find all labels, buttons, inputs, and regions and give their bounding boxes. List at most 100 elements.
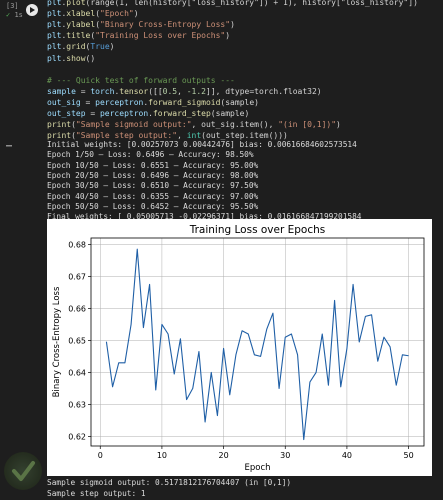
- code-token: =: [80, 97, 96, 107]
- y-tick-label: 0.64: [68, 368, 86, 377]
- code-token: True: [90, 42, 110, 52]
- code-token: forward_sigmoid: [148, 97, 221, 107]
- y-tick-label: 0.62: [68, 432, 86, 441]
- output-line: Epoch 20/50 — Loss: 0.6496 — Accuracy: 9…: [47, 170, 259, 180]
- code-line: out_step = perceptron.forward_step(sampl…: [47, 108, 249, 119]
- code-token: show: [66, 53, 86, 63]
- code-token: sample: [47, 86, 76, 96]
- code-token: ): [225, 31, 231, 41]
- code-token: print: [47, 120, 72, 130]
- code-token: ): [109, 42, 115, 52]
- y-tick-label: 0.67: [68, 272, 86, 281]
- x-tick-label: 40: [342, 451, 352, 460]
- code-token: ,: [177, 86, 187, 96]
- output-line: Final weights: [ 0.05005713 -0.02296371]…: [47, 212, 362, 222]
- code-token: out_step: [47, 109, 86, 118]
- output-line: Epoch 40/50 — Loss: 0.6355 — Accuracy: 9…: [47, 191, 259, 201]
- code-token: (: [95, 9, 101, 19]
- code-token: =: [85, 109, 100, 118]
- watermark-logo: [4, 452, 42, 490]
- code-token: (: [85, 42, 91, 52]
- code-token: "Sample step output:": [75, 131, 178, 141]
- code-line: print("Sample step output:", int(out_ste…: [47, 130, 288, 141]
- code-token: (: [71, 120, 76, 130]
- code-token: (sample): [220, 97, 259, 107]
- code-token: print: [47, 131, 72, 141]
- code-token: -1.2: [186, 86, 206, 96]
- code-token: (: [95, 20, 101, 30]
- code-token: torch: [90, 86, 115, 96]
- code-line: plt.grid(True): [47, 41, 114, 52]
- chart-title: Training Loss over Epochs: [189, 224, 326, 236]
- run-cell-button[interactable]: [26, 4, 38, 16]
- code-token: (: [90, 31, 96, 41]
- code-token: (): [85, 53, 96, 63]
- output-line: Epoch 30/50 — Loss: 0.6510 — Accuracy: 9…: [47, 181, 259, 191]
- code-token: "Epoch": [100, 9, 134, 19]
- code-token: xlabel: [66, 9, 96, 19]
- y-tick-label: 0.65: [68, 336, 86, 345]
- x-tick-label: 0: [98, 451, 103, 460]
- code-token: tensor: [119, 86, 149, 96]
- cell-number-label: [3]: [6, 2, 19, 10]
- code-token: ([[: [148, 86, 163, 96]
- code-token: .: [143, 97, 149, 107]
- code-line: plt.plot(range(1, len(history["loss_hist…: [47, 0, 418, 8]
- code-token: plt: [47, 42, 62, 52]
- loss-plot: 0 10 20 30 40 50 0.62 0.63 0.64 0.65 0.66 0.67 0.68 T…: [47, 219, 432, 476]
- cell-execution-count: [3] ✓ 1s: [6, 2, 23, 20]
- code-line: print("Sample sigmoid output:", out_sig.…: [47, 119, 341, 130]
- y-tick-label: 0.66: [68, 304, 86, 313]
- code-token: "Training Loss over Epochs": [95, 31, 226, 41]
- plot-frame: [90, 237, 425, 447]
- code-token: ylabel: [66, 20, 96, 30]
- code-token: .: [148, 109, 153, 118]
- check-icon: ✓: [6, 11, 11, 19]
- code-editor[interactable]: plt.plot(range(1, len(history["loss_hist…: [47, 0, 443, 141]
- code-token: perceptron: [99, 109, 149, 118]
- checkmark-logo-icon: [12, 461, 35, 481]
- code-token: (range(1, len(history["loss_history"]) +…: [85, 0, 418, 7]
- code-token: .: [114, 86, 120, 96]
- code-token: ,: [177, 131, 187, 141]
- code-token: plt: [47, 31, 62, 41]
- code-token: plt: [47, 53, 62, 63]
- output-line: Epoch 1/50 — Loss: 0.6496 — Accuracy: 98…: [47, 150, 254, 160]
- code-token: .: [61, 31, 67, 41]
- code-line: sample = torch.tensor([[0.5, -1.2]], dty…: [47, 86, 322, 97]
- output-line: Sample sigmoid output: 0.517181217670440…: [47, 478, 292, 487]
- loss-chart-svg: 0 10 20 30 40 50 0.62 0.63 0.64 0.65 0.66 0.67 0.68 T…: [52, 224, 425, 473]
- code-token: "(in [0,1])": [278, 120, 337, 130]
- code-line: # --- Quick test of forward outputs ---: [47, 75, 235, 86]
- code-token: plt: [47, 0, 62, 7]
- code-token: # --- Quick test of forward outputs ---: [47, 75, 235, 85]
- code-token: out_sig: [47, 97, 81, 107]
- x-tick-label: 20: [218, 451, 228, 460]
- code-line: plt.ylabel("Binary Cross-Entropy Loss"): [47, 19, 235, 30]
- code-token: ): [230, 20, 235, 30]
- code-token: (: [71, 131, 76, 141]
- code-token: .: [61, 0, 67, 7]
- x-axis-label: Epoch: [244, 463, 270, 473]
- code-token: grid: [66, 42, 86, 52]
- y-tick-label: 0.68: [68, 240, 86, 249]
- y-tick-label: 0.63: [68, 400, 86, 409]
- code-token: 0.5: [162, 86, 178, 96]
- y-axis-label: Binary Cross-Entropy Loss: [52, 286, 62, 397]
- x-tick-label: 10: [157, 451, 167, 460]
- x-tick-label: 30: [280, 451, 290, 460]
- output-line: Epoch 50/50 — Loss: 0.6452 — Accuracy: 9…: [47, 201, 259, 211]
- code-token: .: [61, 42, 67, 52]
- output-menu-icon[interactable]: ⋯: [6, 141, 13, 152]
- code-token: title: [66, 31, 91, 41]
- code-line: out_sig = perceptron.forward_sigmoid(sam…: [47, 97, 259, 108]
- code-token: .: [61, 20, 67, 30]
- code-token: =: [75, 86, 91, 96]
- code-token: .: [61, 53, 67, 63]
- code-line: plt.title("Training Loss over Epochs"): [47, 30, 230, 41]
- code-token: ): [336, 120, 341, 130]
- cell-gutter: [3] ✓ 1s: [0, 0, 44, 500]
- code-token: plt: [47, 20, 62, 30]
- code-token: int: [186, 131, 202, 141]
- code-token: "Sample sigmoid output:": [75, 120, 192, 130]
